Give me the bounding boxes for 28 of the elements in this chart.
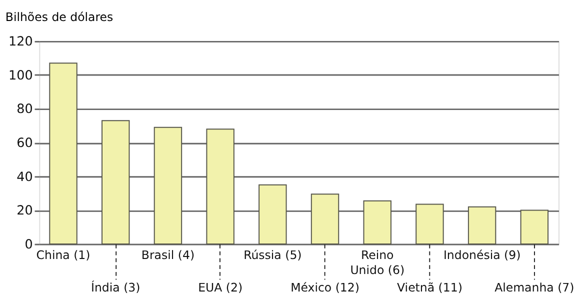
y-tick-label: 120 <box>8 34 33 50</box>
x-tick-label: Brasil (4) <box>141 248 195 262</box>
x-tick-label: Vietnã (11) <box>397 280 462 295</box>
bar <box>258 184 287 245</box>
x-tick-label: Indonésia (9) <box>443 248 521 262</box>
bar <box>154 126 182 245</box>
x-tick-label: EUA (2) <box>198 280 243 295</box>
y-axis-title: Bilhões de dólares <box>5 10 114 24</box>
bar <box>363 200 392 245</box>
bar <box>49 62 78 245</box>
x-tick-label: Alemanha (7) <box>494 280 574 295</box>
y-tick-label: 60 <box>16 136 33 152</box>
bar <box>206 128 234 245</box>
x-tick-label: Rússia (5) <box>244 248 302 262</box>
y-tick-label: 100 <box>8 68 33 84</box>
y-tick-label: 40 <box>16 170 33 185</box>
bar <box>416 204 444 245</box>
y-tick-label: 80 <box>16 102 33 118</box>
x-tick-label: Reino Unido (6) <box>350 248 405 277</box>
y-tick-label: 0 <box>24 237 33 252</box>
bar <box>520 210 549 245</box>
bar <box>310 194 340 245</box>
y-tick-label: 20 <box>16 204 33 219</box>
bar <box>468 206 496 245</box>
x-tick-label: México (12) <box>290 280 360 295</box>
bar <box>102 120 130 245</box>
x-tick-label: Índia (3) <box>91 280 140 295</box>
x-tick-label: China (1) <box>36 248 90 262</box>
